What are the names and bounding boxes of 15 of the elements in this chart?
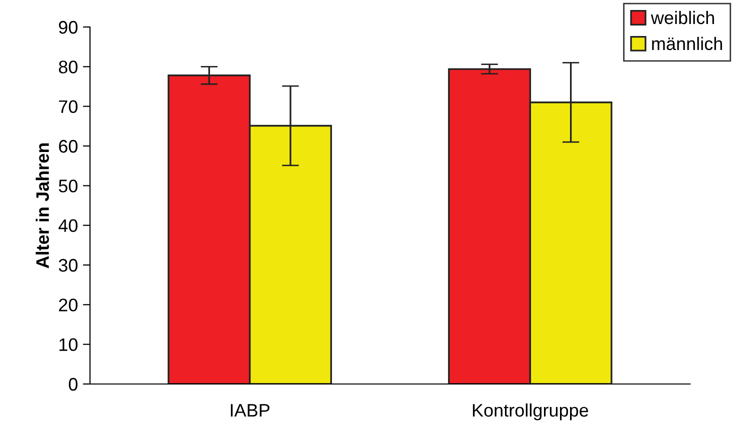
y-tick-label: 80: [58, 60, 78, 74]
x-tick-label: Kontrollgruppe: [472, 403, 588, 420]
y-tick-label: 0: [68, 378, 78, 391]
y-axis-title: Alter in Jahren: [36, 143, 49, 268]
y-tick-label: 20: [59, 298, 78, 312]
y-tick-label: 90: [58, 20, 78, 34]
y-tick-label: 70: [59, 100, 78, 114]
y-tick-label: 50: [58, 180, 78, 192]
y-tick-label: 10: [59, 338, 78, 352]
x-tick-label: IABP: [230, 404, 270, 417]
y-tick-label: 40: [58, 219, 78, 232]
legend-label: männlich: [652, 36, 722, 50]
y-tick-label: 60: [59, 140, 78, 153]
y-tick-label: 30: [58, 258, 78, 272]
legend-label: weiblich: [650, 10, 714, 24]
